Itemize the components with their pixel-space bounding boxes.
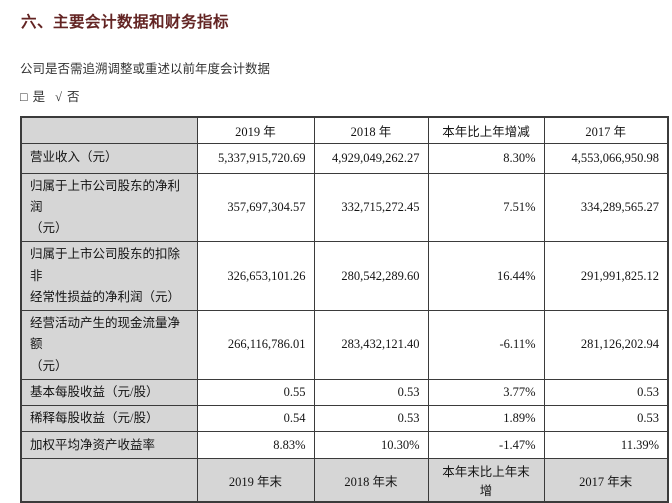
table-footer-row: 2019 年末 2018 年末 本年末比上年末增 2017 年末 (20, 458, 669, 503)
table-row-operating-cash-flow: 经营活动产生的现金流量净额 （元） 266,116,786.01 283,432… (20, 310, 669, 380)
table-cell-value: 0.54 (196, 404, 315, 433)
footer-year-end-change: 本年末比上年末增 (427, 458, 545, 503)
table-row-net-profit-excl-nonrecurring: 归属于上市公司股东的扣除非 经常性损益的净利润（元） 326,653,101.2… (20, 241, 669, 311)
table-cell-value: 16.44% (427, 241, 545, 311)
table-row-weighted-avg-roe: 加权平均净资产收益率 8.83% 10.30% -1.47% 11.39% (20, 431, 669, 460)
table-cell-value: 0.53 (543, 378, 669, 407)
table-row-label: 营业收入（元） (20, 142, 198, 174)
table-cell-value: 281,126,202.94 (543, 310, 669, 380)
table-row-basic-eps: 基本每股收益（元/股） 0.55 0.53 3.77% 0.53 (20, 378, 669, 407)
footer-2017-year-end: 2017 年末 (543, 458, 669, 503)
table-cell-value: 0.53 (313, 378, 429, 407)
table-row-label: 加权平均净资产收益率 (20, 431, 198, 460)
table-cell-value: 332,715,272.45 (313, 172, 429, 243)
table-row-revenue: 营业收入（元） 5,337,915,720.69 4,929,049,262.2… (20, 142, 669, 174)
table-row-diluted-eps: 稀释每股收益（元/股） 0.54 0.53 1.89% 0.53 (20, 404, 669, 433)
table-cell-value: 357,697,304.57 (196, 172, 315, 243)
footer-2019-year-end: 2019 年末 (196, 458, 315, 503)
table-cell-value: 0.55 (196, 378, 315, 407)
financial-indicators-table: 2019 年 2018 年 本年比上年增减 2017 年 营业收入（元） 5,3… (20, 116, 669, 503)
table-cell-value: 283,432,121.40 (313, 310, 429, 380)
table-cell-value: 7.51% (427, 172, 545, 243)
table-cell-value: 0.53 (313, 404, 429, 433)
table-row-net-profit: 归属于上市公司股东的净利润 （元） 357,697,304.57 332,715… (20, 172, 669, 243)
column-header-2018: 2018 年 (313, 116, 429, 144)
restatement-question: 公司是否需追溯调整或重述以前年度会计数据 (20, 62, 271, 76)
table-cell-value: 0.53 (543, 404, 669, 433)
yes-no-checkline: □ 是 √ 否 (20, 86, 672, 105)
table-cell-value: 1.89% (427, 404, 545, 433)
checkmark-icon: √ (55, 90, 62, 104)
table-row-label: 基本每股收益（元/股） (20, 378, 198, 407)
table-cell-value: 291,991,825.12 (543, 241, 669, 311)
table-cell-value: 280,542,289.60 (313, 241, 429, 311)
table-corner-cell (20, 116, 198, 144)
table-cell-value: 10.30% (313, 431, 429, 460)
table-cell-value: 4,929,049,262.27 (313, 142, 429, 174)
column-header-yoy-change: 本年比上年增减 (427, 116, 545, 144)
section-title: 六、主要会计数据和财务指标 (21, 14, 230, 31)
table-cell-value: 8.30% (427, 142, 545, 174)
table-cell-value: -6.11% (427, 310, 545, 380)
table-row-label: 稀释每股收益（元/股） (20, 404, 198, 433)
table-cell-value: 4,553,066,950.98 (543, 142, 669, 174)
table-row-label: 经营活动产生的现金流量净额 （元） (20, 310, 198, 380)
table-header-row: 2019 年 2018 年 本年比上年增减 2017 年 (20, 116, 669, 144)
yes-label: 是 (32, 90, 46, 104)
no-label: 否 (66, 90, 80, 104)
checkbox-unchecked-icon: □ (20, 90, 28, 104)
table-row-label: 归属于上市公司股东的净利润 （元） (20, 172, 198, 243)
table-cell-value: 326,653,101.26 (196, 241, 315, 311)
table-row-label: 归属于上市公司股东的扣除非 经常性损益的净利润（元） (20, 241, 198, 311)
table-cell-value: 266,116,786.01 (196, 310, 315, 380)
table-cell-value: 11.39% (543, 431, 669, 460)
footer-empty-cell (20, 458, 198, 503)
column-header-2017: 2017 年 (543, 116, 669, 144)
column-header-2019: 2019 年 (196, 116, 315, 144)
table-cell-value: 8.83% (196, 431, 315, 460)
table-cell-value: -1.47% (427, 431, 545, 460)
table-cell-value: 334,289,565.27 (543, 172, 669, 243)
footer-2018-year-end: 2018 年末 (313, 458, 429, 503)
table-cell-value: 3.77% (427, 378, 545, 407)
table-cell-value: 5,337,915,720.69 (196, 142, 315, 174)
